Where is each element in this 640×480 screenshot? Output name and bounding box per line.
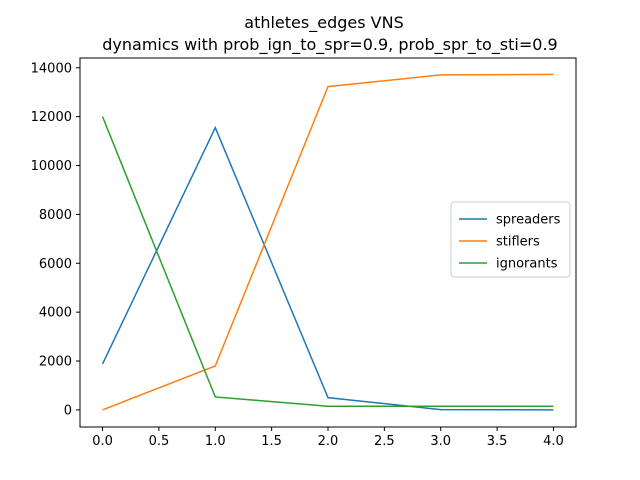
legend-box xyxy=(450,201,571,278)
y-tick-label: 2000 xyxy=(39,355,72,370)
legend-label-spreaders: spreaders xyxy=(496,213,561,228)
x-tick-label: 0.5 xyxy=(149,434,170,449)
legend: spreaders stiflers ignorants xyxy=(450,201,571,278)
y-tick-label: 10000 xyxy=(31,159,72,174)
x-tick-label: 0.0 xyxy=(92,434,113,449)
x-tick-label: 1.0 xyxy=(205,434,226,449)
y-axis: 0 2000 4000 6000 8000 10000 12000 14000 xyxy=(31,61,80,418)
y-tick-label: 0 xyxy=(64,403,72,418)
y-tick-label: 4000 xyxy=(39,306,72,321)
chart-subtitle: dynamics with prob_ign_to_spr=0.9, prob_… xyxy=(102,35,557,55)
y-tick-label: 6000 xyxy=(39,257,72,272)
plot-lines xyxy=(101,73,554,411)
series-line-stiflers xyxy=(102,73,554,411)
x-tick-label: 3.5 xyxy=(487,434,508,449)
y-tick-label: 8000 xyxy=(39,208,72,223)
plot-frame xyxy=(79,57,577,428)
x-tick-label: 3.0 xyxy=(430,434,451,449)
x-tick-label: 2.5 xyxy=(374,434,395,449)
series-line-ignorants xyxy=(101,116,554,407)
x-tick-label: 1.5 xyxy=(261,434,282,449)
chart-title: athletes_edges VNS xyxy=(244,13,403,33)
x-tick-label: 4.0 xyxy=(543,434,564,449)
y-tick-label: 12000 xyxy=(31,110,72,125)
legend-label-ignorants: ignorants xyxy=(496,257,558,272)
y-tick-label: 14000 xyxy=(31,61,72,76)
series-line-spreaders xyxy=(101,125,554,411)
x-tick-label: 2.0 xyxy=(318,434,339,449)
legend-label-stiflers: stiflers xyxy=(496,235,540,250)
x-axis: 0.0 0.5 1.0 1.5 2.0 2.5 3.0 3.5 4.0 xyxy=(92,427,564,449)
